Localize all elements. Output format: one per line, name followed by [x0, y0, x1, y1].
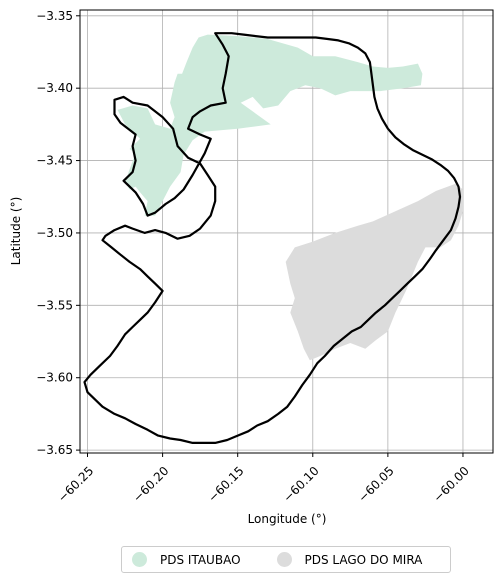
boundaries [83, 32, 462, 444]
legend: PDS ITAUBAO PDS LAGO DO MIRA [121, 546, 451, 573]
region-pds-lago-do-mira [285, 183, 463, 361]
legend-marker-itaubao [132, 552, 147, 567]
y-tick-label: −3.55 [36, 298, 73, 312]
x-tick-label: −60.05 [356, 464, 397, 505]
y-tick-label: −3.65 [36, 443, 73, 457]
x-axis-title: Longitude (°) [248, 512, 327, 526]
x-tick-label: −60.20 [130, 464, 171, 505]
settlement-boundary [83, 32, 462, 444]
legend-label-itaubao: PDS ITAUBAO [160, 552, 241, 567]
regions [117, 34, 463, 361]
legend-marker-lago-do-mira [276, 552, 292, 567]
y-tick-label: −3.60 [36, 371, 73, 385]
plot-frame [79, 9, 494, 454]
x-ticks: −60.25 −60.20 −60.15 −60.10 −60.05 −60.00 [55, 453, 472, 505]
y-tick-label: −3.45 [36, 154, 73, 168]
y-tick-label: −3.35 [36, 9, 73, 23]
y-tick-label: −3.40 [36, 81, 73, 95]
legend-entry-lago-do-mira: PDS LAGO DO MIRA [267, 552, 423, 567]
x-tick-label: −60.25 [55, 464, 96, 505]
x-tick-label: −60.15 [205, 464, 246, 505]
x-tick-label: −60.10 [280, 464, 321, 505]
y-ticks: −3.35 −3.40 −3.45 −3.50 −3.55 −3.60 −3.65 [36, 9, 80, 457]
legend-label-lago-do-mira: PDS LAGO DO MIRA [304, 552, 423, 567]
region-pds-itaubao [117, 34, 423, 216]
legend-entry-itaubao: PDS ITAUBAO [122, 552, 241, 567]
x-tick-label: −60.00 [431, 464, 472, 505]
y-axis-title: Latitude (°) [9, 197, 23, 266]
y-tick-label: −3.50 [36, 226, 73, 240]
